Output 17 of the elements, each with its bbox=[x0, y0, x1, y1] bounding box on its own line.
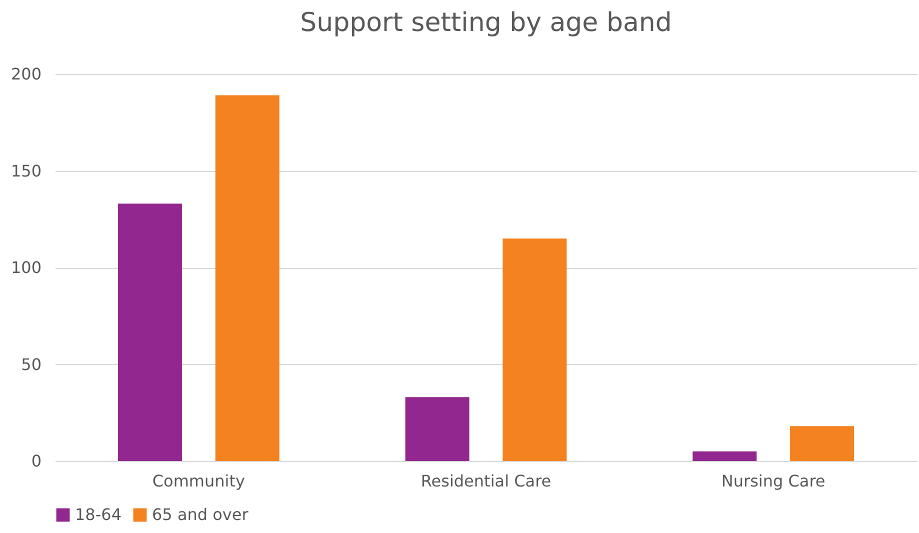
legend-label: 65 and over bbox=[152, 505, 249, 524]
chart-title: Support setting by age band bbox=[300, 8, 672, 38]
bar bbox=[790, 426, 854, 461]
y-tick-label: 150 bbox=[10, 161, 42, 180]
y-tick-label: 100 bbox=[10, 258, 42, 277]
bar bbox=[215, 95, 280, 461]
bar bbox=[692, 451, 757, 461]
y-tick-label: 0 bbox=[31, 452, 42, 470]
bar bbox=[405, 397, 470, 461]
x-tick-label: Residential Care bbox=[420, 472, 552, 490]
legend-label: 18-64 bbox=[75, 505, 122, 524]
x-tick-label: Nursing Care bbox=[721, 472, 826, 490]
x-tick-label: Community bbox=[152, 472, 245, 490]
y-tick-label: 200 bbox=[10, 64, 42, 84]
bar bbox=[118, 204, 182, 461]
y-tick-label: 50 bbox=[21, 354, 42, 374]
bar bbox=[502, 238, 567, 461]
